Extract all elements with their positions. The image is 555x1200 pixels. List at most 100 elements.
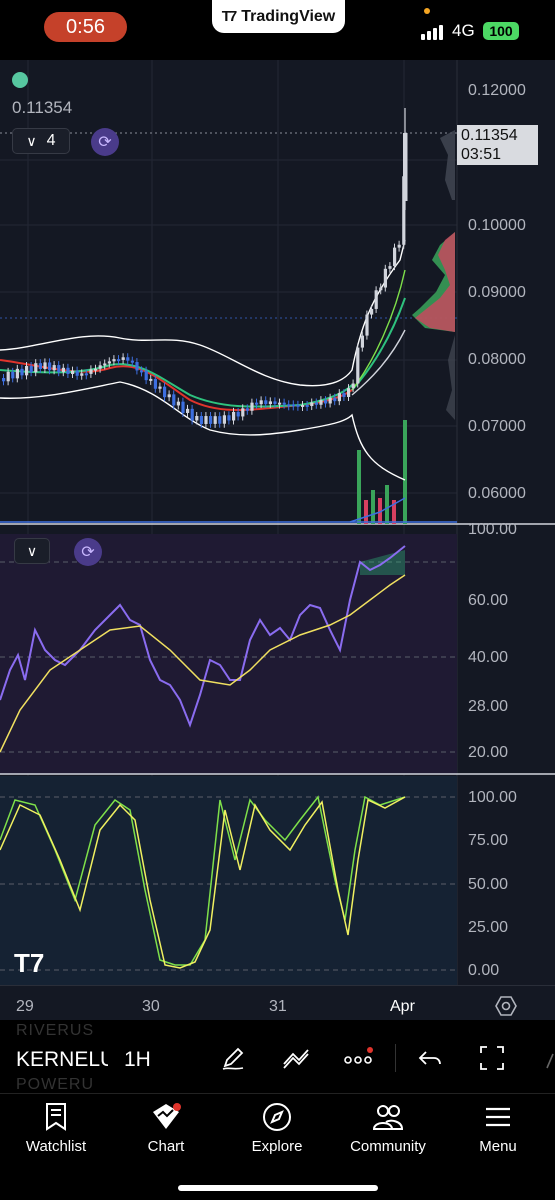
volume-bars xyxy=(357,420,407,524)
candle xyxy=(186,408,190,413)
candle xyxy=(218,416,222,424)
candle xyxy=(66,367,70,375)
price-axis-label: 0.10000 xyxy=(468,217,526,234)
candle xyxy=(259,400,263,405)
rsi-collapse-button[interactable]: ∨ xyxy=(14,538,50,564)
candle xyxy=(296,404,300,407)
candle xyxy=(342,393,346,397)
candle xyxy=(319,400,323,405)
interval-selector[interactable]: 1H xyxy=(124,1048,151,1071)
tab-label: Menu xyxy=(479,1138,517,1155)
network-type: 4G xyxy=(452,21,475,40)
candle xyxy=(374,290,378,309)
candle xyxy=(20,368,24,376)
more-icon[interactable] xyxy=(342,1042,374,1074)
candle xyxy=(80,373,84,376)
candle xyxy=(245,408,249,411)
trendline-icon[interactable] xyxy=(280,1042,312,1074)
rsi-axis-label: 40.00 xyxy=(468,649,509,666)
symbol-name[interactable]: KERNELU xyxy=(16,1048,108,1071)
candle xyxy=(29,365,33,373)
chart-icon xyxy=(153,1103,181,1129)
menu-icon xyxy=(486,1107,510,1127)
time-axis[interactable] xyxy=(0,985,555,1020)
candle xyxy=(103,363,107,366)
undo-icon[interactable] xyxy=(414,1042,446,1074)
candle xyxy=(84,373,88,376)
status-bar: 0:56 T7 TradingView 4G 100 xyxy=(0,0,555,60)
chart-area[interactable]: T7 0.11354 ∨ 4 ⟳ ∨ ⟳ 0.11354 03:51 0.120… xyxy=(0,60,555,1020)
sync-icon[interactable]: ⟳ xyxy=(91,128,119,156)
tab-label: Chart xyxy=(147,1138,185,1155)
bottom-tab-bar: Watchlist Chart Explore Community Menu xyxy=(0,1093,555,1200)
tradingview-logo-icon: T7 xyxy=(221,8,237,25)
candle xyxy=(190,408,194,421)
candle xyxy=(89,369,93,374)
candle xyxy=(250,402,254,411)
candle xyxy=(273,401,277,404)
candle xyxy=(167,394,171,398)
chart-settings-icon[interactable] xyxy=(495,995,517,1017)
status-time: 0:56 xyxy=(44,12,127,42)
price-countdown: 03:51 xyxy=(461,146,502,163)
candle xyxy=(181,401,185,413)
candle xyxy=(158,386,162,389)
candle xyxy=(163,386,167,398)
candle xyxy=(107,361,111,364)
candle xyxy=(222,415,226,424)
candle xyxy=(25,365,29,376)
candle xyxy=(213,416,217,424)
chart-canvas[interactable]: T7 xyxy=(0,60,555,1020)
draw-pen-icon[interactable] xyxy=(217,1042,249,1074)
candle xyxy=(324,400,328,404)
tab-watchlist[interactable]: Watchlist xyxy=(6,1102,106,1155)
candle xyxy=(232,411,236,421)
prev-symbol-ghost[interactable]: RIVERUS xyxy=(16,1022,95,1039)
rsi-sync-icon[interactable]: ⟳ xyxy=(74,538,102,566)
candle xyxy=(337,393,341,402)
privacy-dot-icon xyxy=(424,8,430,14)
stoch-axis-label: 100.00 xyxy=(468,789,517,806)
signal-icon xyxy=(421,24,443,40)
candle xyxy=(11,371,15,379)
tradingview-pill[interactable]: T7 TradingView xyxy=(212,0,345,33)
tab-label: Community xyxy=(350,1138,426,1155)
market-open-icon xyxy=(12,72,28,88)
candle xyxy=(287,404,291,407)
watermark-logo-icon: T7 xyxy=(14,948,44,978)
candle xyxy=(195,416,199,421)
rsi-axis-label: 28.00 xyxy=(468,698,509,715)
candle xyxy=(236,411,240,417)
candle xyxy=(360,335,364,348)
candle xyxy=(94,368,98,371)
candle xyxy=(347,388,351,397)
tab-label: Watchlist xyxy=(25,1138,87,1155)
tab-explore[interactable]: Explore xyxy=(227,1102,327,1155)
candle xyxy=(112,359,116,362)
indicators-toggle-button[interactable]: ∨ 4 xyxy=(12,128,70,154)
fullscreen-icon[interactable] xyxy=(476,1042,508,1074)
candle xyxy=(356,347,360,384)
stoch-axis-label: 50.00 xyxy=(468,876,509,893)
candle xyxy=(61,367,65,373)
tab-community[interactable]: Community xyxy=(338,1102,438,1155)
stoch-pane-bg xyxy=(0,776,457,986)
next-symbol-ghost[interactable]: POWERU xyxy=(16,1076,94,1093)
current-price-tag: 0.11354 03:51 xyxy=(457,125,538,165)
bollinger-bands xyxy=(0,239,406,481)
candle xyxy=(241,408,245,417)
candle xyxy=(126,357,130,361)
tab-label: Explore xyxy=(251,1138,303,1155)
stoch-axis-label: 0.00 xyxy=(468,962,500,979)
candle xyxy=(255,402,259,405)
candle xyxy=(278,402,282,405)
tab-chart[interactable]: Chart xyxy=(116,1102,216,1155)
candle xyxy=(34,363,38,373)
candle xyxy=(282,402,286,405)
candle xyxy=(379,287,383,291)
chevron-down-icon: ∨ xyxy=(26,132,37,149)
more-tools-edge[interactable] xyxy=(545,1050,555,1070)
time-axis-label: 30 xyxy=(142,998,160,1015)
candle xyxy=(130,360,134,363)
tab-menu[interactable]: Menu xyxy=(448,1102,548,1155)
